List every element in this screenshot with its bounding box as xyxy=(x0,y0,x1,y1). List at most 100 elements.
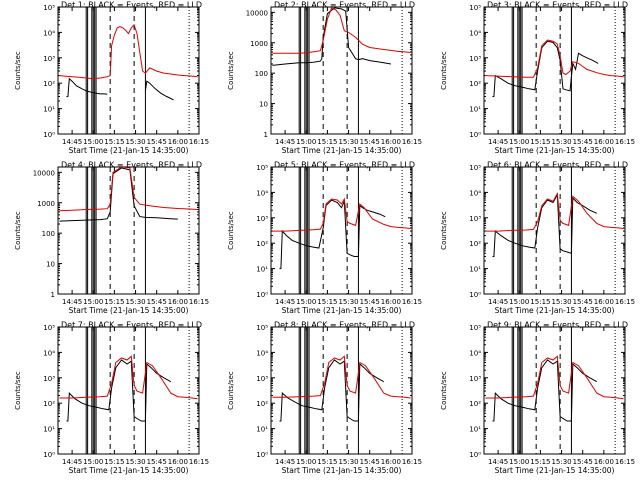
y-tick-label: 10¹ xyxy=(43,426,55,434)
x-tick-label: 15:15 xyxy=(104,138,124,146)
x-tick-label: 16:00 xyxy=(381,138,401,146)
x-tick-label: 15:30 xyxy=(125,458,145,466)
x-tick-label: 15:00 xyxy=(509,458,529,466)
plot-frame xyxy=(483,6,626,135)
y-axis-label: Counts/sec xyxy=(14,51,22,90)
x-tick-label: 15:15 xyxy=(530,138,550,146)
y-tick-label: 10⁵ xyxy=(469,164,481,172)
y-tick-label: 1000 xyxy=(37,200,55,208)
y-tick-label: 10² xyxy=(43,80,55,88)
x-tick-label: 16:15 xyxy=(189,138,209,146)
panel-title: Det 8: BLACK = Events, RED = LLD xyxy=(274,321,415,330)
x-tick-label: 16:15 xyxy=(402,458,422,466)
y-tick-label: 10000 xyxy=(33,169,55,177)
plot-frame xyxy=(57,6,200,135)
x-tick-label: 16:15 xyxy=(189,458,209,466)
y-tick-label: 10⁵ xyxy=(43,4,55,12)
x-tick-label: 15:30 xyxy=(338,458,358,466)
y-tick-label: 10 xyxy=(259,101,268,109)
panel-title: Det 2: BLACK = Events, RED = LLD xyxy=(274,1,415,10)
x-tick-label: 15:30 xyxy=(551,138,571,146)
events-series-line xyxy=(66,77,174,101)
x-tick-label: 16:15 xyxy=(615,458,635,466)
x-tick-label: 15:00 xyxy=(83,298,103,306)
y-tick-label: 10 xyxy=(46,261,55,269)
panel-title: Det 9: BLACK = Events, RED = LLD xyxy=(487,321,628,330)
panel-title: Det 4: BLACK = Events, RED = LLD xyxy=(61,161,202,170)
y-tick-label: 10⁴ xyxy=(43,349,55,357)
plot-frame xyxy=(57,166,200,295)
y-tick-label: 10³ xyxy=(256,375,268,383)
x-tick-label: 15:00 xyxy=(509,298,529,306)
x-tick-label: 15:00 xyxy=(296,458,316,466)
y-tick-label: 10⁴ xyxy=(43,29,55,37)
lld-series-line xyxy=(272,197,411,232)
plot-frame xyxy=(270,326,413,455)
y-tick-label: 10⁰ xyxy=(469,451,481,459)
y-tick-label: 10¹ xyxy=(469,426,481,434)
y-tick-label: 10² xyxy=(256,400,268,408)
y-tick-label: 10⁵ xyxy=(469,4,481,12)
y-axis-label: Counts/sec xyxy=(227,211,235,250)
y-tick-label: 10² xyxy=(43,400,55,408)
y-tick-label: 10³ xyxy=(43,375,55,383)
y-tick-label: 10³ xyxy=(256,215,268,223)
x-tick-label: 15:45 xyxy=(360,138,380,146)
y-tick-label: 10⁵ xyxy=(256,324,268,332)
x-tick-label: 15:15 xyxy=(530,458,550,466)
x-axis-label: Start Time (21-Jan-15 14:35:00) xyxy=(495,306,615,315)
y-axis-label: Counts/sec xyxy=(227,51,235,90)
x-axis-label: Start Time (21-Jan-15 14:35:00) xyxy=(69,306,189,315)
x-tick-label: 16:15 xyxy=(615,138,635,146)
x-tick-label: 15:15 xyxy=(317,138,337,146)
y-tick-label: 1 xyxy=(51,291,55,299)
x-axis-label: Start Time (21-Jan-15 14:35:00) xyxy=(495,146,615,155)
x-tick-label: 15:30 xyxy=(338,298,358,306)
x-tick-label: 15:45 xyxy=(573,298,593,306)
y-tick-label: 10⁰ xyxy=(43,451,55,459)
y-tick-label: 1 xyxy=(264,131,268,139)
plot-frame xyxy=(57,326,200,455)
panel-3: 10⁰ 10¹ 10² 10³ 10⁴ 10⁵ 14:45 15:00 15:15 15:30 15… xyxy=(440,1,635,156)
x-tick-label: 14:45 xyxy=(62,298,82,306)
y-tick-label: 10³ xyxy=(469,215,481,223)
x-tick-label: 15:30 xyxy=(551,298,571,306)
y-tick-label: 100 xyxy=(255,70,268,78)
y-tick-label: 10⁵ xyxy=(469,324,481,332)
x-tick-label: 16:00 xyxy=(381,298,401,306)
events-series-line xyxy=(59,167,178,222)
x-tick-label: 14:45 xyxy=(488,138,508,146)
panel-8: 10⁰ 10¹ 10² 10³ 10⁴ 10⁵ 14:45 15:00 15:15 15:30 15… xyxy=(227,321,422,476)
lld-series-line xyxy=(272,355,411,399)
x-tick-label: 15:30 xyxy=(125,138,145,146)
events-series-line xyxy=(66,359,172,422)
lld-series-line xyxy=(59,355,198,400)
y-axis-label: Counts/sec xyxy=(227,371,235,410)
x-tick-label: 16:00 xyxy=(168,458,188,466)
x-tick-label: 16:00 xyxy=(381,458,401,466)
x-tick-label: 15:15 xyxy=(317,458,337,466)
y-tick-label: 10⁰ xyxy=(469,291,481,299)
x-tick-label: 16:00 xyxy=(594,138,614,146)
y-axis-label: Counts/sec xyxy=(440,371,448,410)
panel-2: 1 10 100 1000 10000 14:45 15:00 15:15 15:30 15:45… xyxy=(227,1,422,156)
y-tick-label: 1000 xyxy=(250,40,268,48)
panel-7: 10⁰ 10¹ 10² 10³ 10⁴ 10⁵ 14:45 15:00 15:15 15:30 15… xyxy=(14,321,209,476)
x-tick-label: 15:15 xyxy=(104,298,124,306)
y-tick-label: 10⁴ xyxy=(256,349,268,357)
x-tick-label: 15:15 xyxy=(530,298,550,306)
lld-series-line xyxy=(485,191,624,232)
x-tick-label: 15:30 xyxy=(125,298,145,306)
y-tick-label: 10¹ xyxy=(43,106,55,114)
panel-title: Det 6: BLACK = Events, RED = LLD xyxy=(487,161,628,170)
plot-frame xyxy=(483,326,626,455)
x-tick-label: 15:15 xyxy=(104,458,124,466)
x-tick-label: 16:15 xyxy=(189,298,209,306)
x-tick-label: 14:45 xyxy=(488,298,508,306)
y-tick-label: 10⁵ xyxy=(256,164,268,172)
plot-frame xyxy=(270,166,413,295)
x-tick-label: 16:00 xyxy=(594,458,614,466)
x-tick-label: 15:45 xyxy=(573,458,593,466)
x-axis-label: Start Time (21-Jan-15 14:35:00) xyxy=(282,466,402,475)
